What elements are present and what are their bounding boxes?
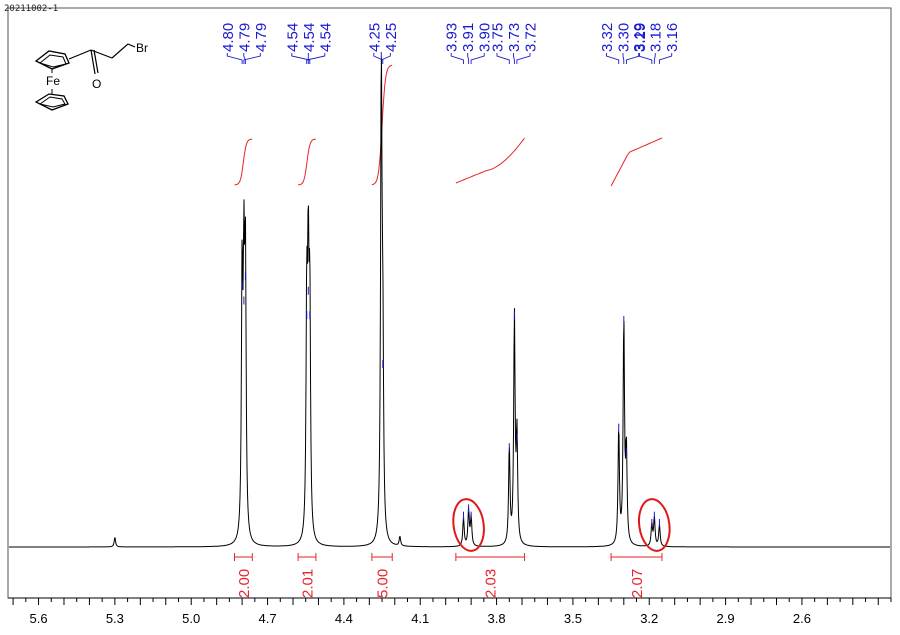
peak-label: 4.54 bbox=[284, 23, 301, 52]
x-tick-label: 3.2 bbox=[640, 611, 658, 626]
atom-fe: Fe bbox=[46, 74, 60, 88]
peak-connector bbox=[496, 53, 510, 64]
peak-connector bbox=[373, 53, 384, 64]
integral-curve bbox=[610, 137, 663, 187]
cyclopentadienyl-ring-top-inner bbox=[38, 54, 67, 68]
x-tick-label: 5.6 bbox=[29, 611, 47, 626]
peak-label: 3.16 bbox=[664, 23, 681, 52]
peak-label: 4.54 bbox=[317, 23, 334, 52]
cyclopentadienyl-ring-top bbox=[34, 50, 70, 70]
peak-label: 4.25 bbox=[383, 23, 400, 52]
peak-label: 3.32 bbox=[599, 23, 616, 52]
peak-label: 3.90 bbox=[477, 23, 494, 52]
peak-connector bbox=[226, 53, 243, 64]
x-tick-label: 3.5 bbox=[564, 611, 582, 626]
spectrum-trace bbox=[9, 52, 890, 548]
cyclopentadienyl-ring-bottom-inner bbox=[38, 96, 66, 108]
integral-curve bbox=[455, 137, 525, 184]
peak-label: 4.54 bbox=[301, 23, 318, 52]
atom-br: Br bbox=[136, 41, 148, 55]
highlight-circle bbox=[452, 498, 485, 552]
peak-connector bbox=[625, 53, 640, 64]
peak-label: 3.72 bbox=[523, 23, 540, 52]
integral-curves bbox=[234, 64, 663, 187]
peak-label: 4.25 bbox=[366, 23, 383, 52]
integral-value: 2.07 bbox=[629, 569, 646, 598]
peak-connector bbox=[306, 53, 326, 64]
x-tick-label: 3.8 bbox=[488, 611, 506, 626]
x-tick-label: 4.1 bbox=[411, 611, 429, 626]
integral-curve bbox=[297, 138, 316, 186]
integral-value: 5.00 bbox=[375, 569, 392, 598]
peak-label: 3.30 bbox=[616, 23, 633, 52]
peak-label: 3.18 bbox=[648, 23, 665, 52]
x-tick-label: 4.7 bbox=[259, 611, 277, 626]
peak-connector bbox=[653, 53, 656, 64]
integral-value: 2.00 bbox=[236, 569, 253, 598]
peak-label: 4.80 bbox=[220, 23, 237, 52]
x-tick-label: 2.6 bbox=[793, 611, 811, 626]
peak-connector bbox=[291, 53, 311, 64]
peak-label: 3.73 bbox=[506, 23, 523, 52]
peak-connector bbox=[658, 53, 673, 64]
atom-o: O bbox=[92, 77, 101, 91]
peak-label: 3.75 bbox=[490, 23, 507, 52]
peak-connector bbox=[638, 53, 653, 64]
highlight-circles bbox=[452, 498, 671, 552]
plot-frame bbox=[7, 7, 892, 599]
peak-connector bbox=[450, 53, 464, 64]
peak-connector bbox=[606, 53, 620, 64]
spectrum-line bbox=[9, 57, 890, 548]
x-tick-label: 2.9 bbox=[717, 611, 735, 626]
peak-connector bbox=[516, 53, 531, 64]
x-tick-label: 4.4 bbox=[335, 611, 353, 626]
peak-connector bbox=[467, 53, 470, 64]
x-axis: 5.6 5.3 5.0 4.7 4.4 4.1 3.8 3.5 3.2 2.9 2.6 bbox=[8, 597, 892, 626]
peak-label: 3.91 bbox=[460, 23, 477, 52]
peak-label: 3.93 bbox=[444, 23, 461, 52]
peak-connector bbox=[513, 53, 515, 64]
peak-connector bbox=[470, 53, 485, 64]
peak-labels: 4.80 4.79 4.79 4.54 4.54 4.54 4.25 4.25 3.93 3.91… bbox=[220, 23, 681, 64]
cyclopentadienyl-ring-bottom bbox=[34, 93, 69, 111]
peak-label: 3.19 bbox=[631, 23, 648, 52]
peak-connector bbox=[622, 53, 625, 64]
integral-value: 2.03 bbox=[483, 569, 500, 598]
structure-diagram: Fe O Br bbox=[34, 41, 148, 111]
x-tick-label: 5.0 bbox=[182, 611, 200, 626]
peak-connector bbox=[243, 53, 246, 64]
peak-label: 3.29 bbox=[632, 23, 649, 52]
peak-label: 4.79 bbox=[253, 23, 270, 52]
x-tick-label: 5.3 bbox=[106, 611, 124, 626]
integral-value: 2.01 bbox=[300, 569, 317, 598]
peak-label: 4.79 bbox=[236, 23, 253, 52]
sample-id-label: 20211002-1 bbox=[4, 4, 59, 14]
integral-curve bbox=[234, 138, 253, 186]
peak-connector bbox=[243, 53, 261, 64]
integral-bars: 2.00 2.01 5.00 2.03 2.07 bbox=[233, 553, 663, 598]
highlight-circle bbox=[638, 498, 671, 552]
